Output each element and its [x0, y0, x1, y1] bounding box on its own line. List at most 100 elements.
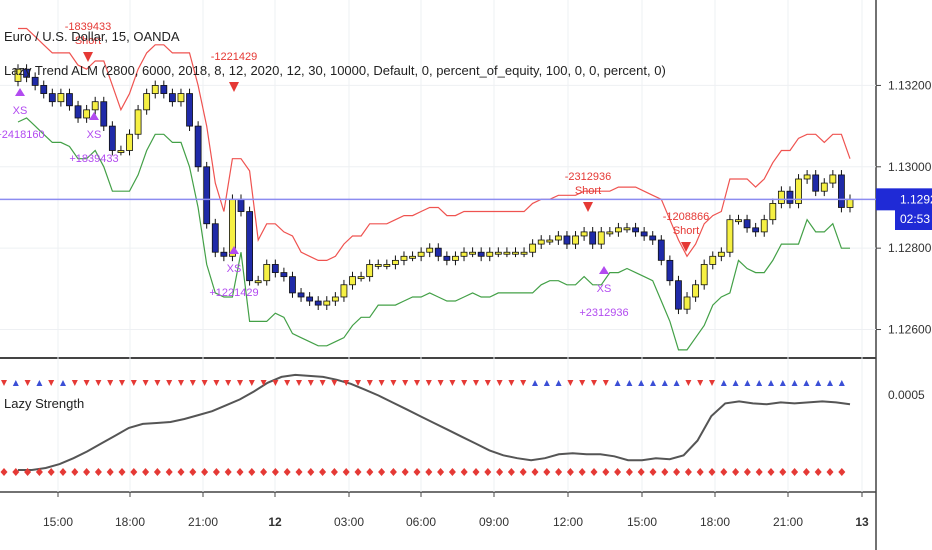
- candle-body: [443, 255, 451, 261]
- trend-down-marker: [414, 380, 420, 386]
- signal-diamond-marker: [448, 468, 456, 476]
- trend-up-marker: [12, 380, 19, 386]
- signal-diamond-marker: [295, 468, 303, 476]
- exit-label: XS: [13, 105, 28, 117]
- trend-up-marker: [614, 380, 621, 386]
- candle-body: [692, 284, 700, 298]
- trend-up-marker: [638, 380, 645, 386]
- signal-diamond-marker: [189, 468, 197, 476]
- trend-up-marker: [555, 380, 562, 386]
- candle-body: [314, 300, 322, 306]
- signal-diamond-marker: [602, 468, 610, 476]
- trend-down-marker: [390, 380, 397, 386]
- x-tick-label: 12: [268, 515, 282, 529]
- upper-band-line: [18, 27, 851, 261]
- candle-body: [297, 292, 305, 298]
- candle-body: [717, 251, 725, 257]
- candle-body: [168, 93, 176, 103]
- signal-diamond-marker: [767, 468, 775, 476]
- short-value-label: -1208866: [663, 211, 710, 223]
- signal-diamond-marker: [177, 468, 185, 476]
- trend-down-marker: [331, 380, 338, 386]
- signal-diamond-marker: [389, 468, 397, 476]
- signal-diamond-marker: [165, 468, 173, 476]
- candle-body: [31, 76, 39, 86]
- signal-diamond-marker: [330, 468, 338, 476]
- candle-body: [477, 251, 485, 257]
- candle-body: [434, 247, 442, 257]
- exit-pnl-label: +2312936: [579, 307, 628, 319]
- trend-down-marker: [520, 380, 527, 386]
- candle-body: [392, 259, 399, 265]
- lazy-strength-pane: [0, 373, 851, 476]
- candle-body: [452, 255, 459, 261]
- trend-down-marker: [591, 380, 597, 386]
- candles: [14, 64, 854, 315]
- signal-diamond-marker: [826, 468, 834, 476]
- candle-body: [40, 85, 48, 94]
- signal-diamond-marker: [708, 468, 716, 476]
- trend-up-marker: [60, 380, 66, 386]
- chart-title: Euro / U.S. Dollar, 15, OANDA: [4, 29, 180, 44]
- candle-body: [117, 150, 125, 153]
- candle-body: [675, 280, 682, 310]
- candle-body: [23, 68, 30, 78]
- candle-body: [606, 231, 614, 235]
- signal-diamond-marker: [106, 468, 114, 476]
- signal-diamond-marker: [342, 468, 350, 476]
- signal-diamond-marker: [142, 468, 150, 476]
- short-arrow-icon: [83, 52, 93, 62]
- candle-body: [786, 190, 794, 204]
- trend-down-marker: [213, 380, 220, 386]
- signal-diamond-marker: [118, 468, 126, 476]
- trend-down-marker: [402, 380, 409, 386]
- channel-bands: [17, 27, 851, 351]
- trend-down-marker: [189, 380, 196, 386]
- candle-body: [74, 105, 82, 119]
- x-tick-label: 12:00: [553, 515, 583, 529]
- trend-down-marker: [366, 380, 373, 386]
- signal-diamond-marker: [637, 468, 645, 476]
- signal-diamond-marker: [224, 468, 232, 476]
- signal-diamond-marker: [71, 468, 79, 476]
- y-tick-label: 1.12600: [888, 323, 932, 337]
- exit-arrow-icon: [89, 112, 99, 120]
- candle-body: [357, 276, 365, 280]
- candle-body: [846, 198, 854, 208]
- signal-diamond-marker: [720, 468, 728, 476]
- signal-diamond-marker: [94, 468, 102, 476]
- candle-body: [48, 93, 56, 103]
- x-tick-label: 15:00: [627, 515, 657, 529]
- trend-down-marker: [248, 380, 255, 386]
- x-tick-label: 21:00: [188, 515, 218, 529]
- signal-diamond-marker: [130, 468, 138, 476]
- exit-pnl-label: +1221429: [209, 287, 258, 299]
- candle-body: [700, 264, 708, 286]
- short-arrow-icon: [229, 82, 239, 92]
- trend-down-marker: [461, 380, 468, 386]
- trend-down-marker: [166, 380, 173, 386]
- candle-body: [203, 166, 211, 225]
- sub-y-tick-label: 0.0005: [888, 388, 925, 402]
- x-tick-label: 18:00: [115, 515, 145, 529]
- candle-body: [340, 284, 348, 298]
- trend-down-marker: [237, 380, 243, 386]
- candle-body: [160, 85, 168, 94]
- signal-diamond-marker: [354, 468, 362, 476]
- candle-body: [383, 264, 391, 267]
- signal-diamond-marker: [83, 468, 91, 476]
- chart-background: [0, 0, 877, 550]
- candle-body: [503, 251, 511, 255]
- signal-diamond-marker: [696, 468, 704, 476]
- candle-body: [366, 264, 374, 278]
- candle-body: [374, 264, 382, 267]
- trend-down-marker: [449, 380, 456, 386]
- trend-up-marker: [543, 380, 550, 386]
- signal-diamond-marker: [673, 468, 681, 476]
- candle-body: [829, 174, 837, 184]
- candle-body: [263, 264, 271, 282]
- candle-body: [417, 251, 425, 257]
- signal-diamond-marker: [366, 468, 374, 476]
- trend-up-marker: [673, 380, 680, 386]
